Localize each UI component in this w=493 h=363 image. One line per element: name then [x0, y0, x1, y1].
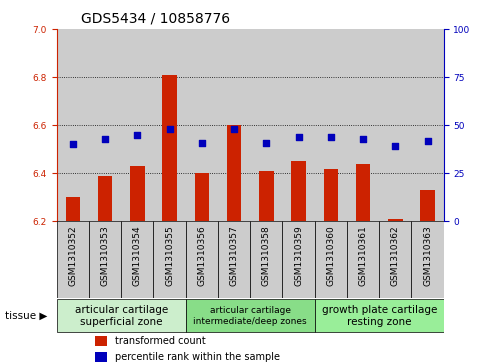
- Bar: [388, 219, 403, 221]
- Point: [327, 134, 335, 140]
- Text: GSM1310362: GSM1310362: [391, 225, 400, 286]
- Bar: [130, 166, 144, 221]
- Text: GSM1310360: GSM1310360: [326, 225, 335, 286]
- Text: GSM1310352: GSM1310352: [69, 225, 77, 286]
- Bar: [57, 29, 89, 221]
- Bar: [121, 29, 153, 221]
- Bar: [162, 75, 177, 221]
- Bar: [315, 299, 444, 332]
- Bar: [153, 29, 186, 221]
- Bar: [259, 171, 274, 221]
- Point: [230, 126, 238, 132]
- Bar: [218, 221, 250, 298]
- Text: tissue ▶: tissue ▶: [5, 311, 47, 321]
- Bar: [186, 299, 315, 332]
- Bar: [186, 29, 218, 221]
- Text: GSM1310359: GSM1310359: [294, 225, 303, 286]
- Point: [101, 136, 109, 142]
- Text: GSM1310363: GSM1310363: [423, 225, 432, 286]
- Point: [295, 134, 303, 140]
- Bar: [195, 174, 209, 221]
- Bar: [347, 29, 379, 221]
- Text: GSM1310355: GSM1310355: [165, 225, 174, 286]
- Bar: [227, 125, 242, 221]
- Point: [166, 126, 174, 132]
- Bar: [89, 221, 121, 298]
- Text: GDS5434 / 10858776: GDS5434 / 10858776: [81, 11, 230, 25]
- Point: [423, 138, 431, 143]
- Text: growth plate cartilage
resting zone: growth plate cartilage resting zone: [321, 305, 437, 327]
- Bar: [96, 352, 107, 362]
- Text: articular cartilage
intermediate/deep zones: articular cartilage intermediate/deep zo…: [193, 306, 307, 326]
- Bar: [282, 29, 315, 221]
- Bar: [323, 168, 338, 221]
- Bar: [412, 221, 444, 298]
- Bar: [282, 221, 315, 298]
- Bar: [66, 197, 80, 221]
- Text: GSM1310354: GSM1310354: [133, 225, 142, 286]
- Bar: [218, 29, 250, 221]
- Point: [391, 143, 399, 149]
- Point: [359, 136, 367, 142]
- Bar: [96, 336, 107, 346]
- Text: GSM1310358: GSM1310358: [262, 225, 271, 286]
- Bar: [347, 221, 379, 298]
- Text: GSM1310356: GSM1310356: [197, 225, 207, 286]
- Bar: [356, 164, 370, 221]
- Bar: [379, 221, 412, 298]
- Point: [134, 132, 141, 138]
- Bar: [379, 29, 412, 221]
- Bar: [421, 190, 435, 221]
- Point: [69, 142, 77, 147]
- Point: [198, 140, 206, 146]
- Text: articular cartilage
superficial zone: articular cartilage superficial zone: [74, 305, 168, 327]
- Bar: [186, 221, 218, 298]
- Bar: [121, 221, 153, 298]
- Bar: [57, 221, 89, 298]
- Text: GSM1310361: GSM1310361: [358, 225, 368, 286]
- Bar: [250, 29, 282, 221]
- Bar: [98, 176, 112, 221]
- Bar: [57, 299, 186, 332]
- Bar: [412, 29, 444, 221]
- Bar: [315, 221, 347, 298]
- Text: transformed count: transformed count: [115, 336, 206, 346]
- Bar: [291, 161, 306, 221]
- Text: GSM1310357: GSM1310357: [230, 225, 239, 286]
- Bar: [250, 221, 282, 298]
- Bar: [315, 29, 347, 221]
- Point: [262, 140, 270, 146]
- Bar: [153, 221, 186, 298]
- Text: GSM1310353: GSM1310353: [101, 225, 109, 286]
- Bar: [89, 29, 121, 221]
- Text: percentile rank within the sample: percentile rank within the sample: [115, 352, 280, 362]
